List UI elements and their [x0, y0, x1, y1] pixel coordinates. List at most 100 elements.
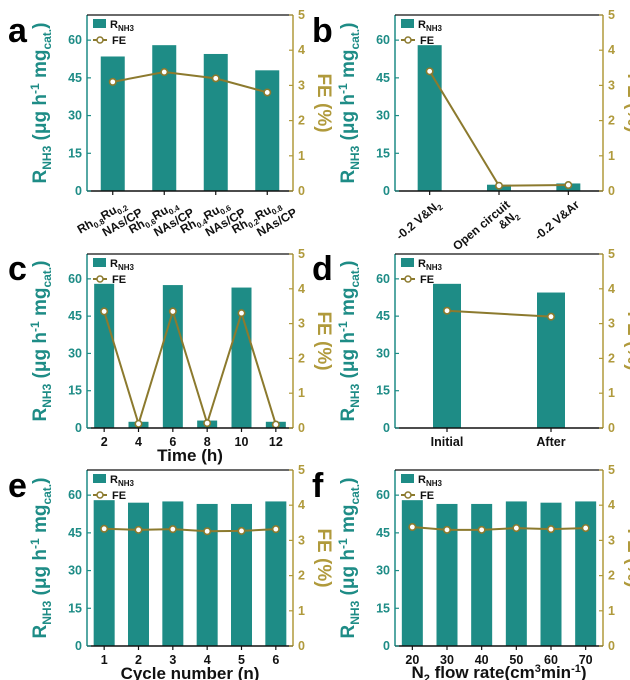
right-tick-label-c-1: 1	[298, 386, 305, 400]
legend-text: R	[110, 258, 118, 270]
axis-title-sup: -1	[336, 321, 350, 332]
x-tick-label-c-1: 4	[135, 435, 142, 449]
axis-title-sub: NH3	[348, 145, 362, 169]
left-tick-label-e-3: 45	[68, 526, 82, 540]
legend-bar-label-a: RNH3	[110, 19, 135, 33]
left-tick-label-a-2: 30	[68, 109, 82, 123]
cat-part: Rh	[229, 216, 250, 236]
bar-f-1	[436, 503, 458, 646]
fe-point-e-5	[271, 525, 280, 534]
left-axis-title-e: RNH3 (μg h-1 mgcat.)	[28, 478, 54, 639]
right-axis-title-d: FE (%)	[623, 311, 630, 370]
panel-label-a: a	[8, 12, 28, 50]
x-tick-label-c-3: 8	[204, 435, 211, 449]
legend-line-label-e: FE	[112, 490, 126, 502]
x-tick-label-d-0: Initial	[431, 435, 464, 449]
fe-point-c-2	[168, 307, 177, 316]
x-tick-label-c-2: 6	[169, 435, 176, 449]
cat-part: -0.2 V&Ar	[532, 197, 583, 243]
fe-point-a-3	[263, 88, 272, 97]
panel-label-d: d	[312, 250, 333, 288]
legend-line-label-c: FE	[112, 274, 126, 286]
fe-point-e-3	[203, 527, 212, 536]
bar-c-2	[162, 285, 183, 428]
x-title-part: flow rate(cm	[430, 663, 535, 680]
right-axis-title-a: FE (%)	[313, 73, 334, 132]
axis-title-sub: NH3	[40, 600, 54, 624]
right-axis-title-f: FE (%)	[623, 528, 630, 587]
left-tick-label-c-1: 15	[68, 384, 82, 398]
axis-title-units: (μg h	[30, 549, 51, 601]
fe-point-e-1	[134, 525, 143, 534]
cat-part: Ru	[253, 203, 274, 223]
x-axis-title-e: Cycle number (n)	[121, 664, 260, 680]
legend-line-marker-c	[96, 275, 104, 283]
legend-bar-swatch-b	[401, 19, 414, 28]
legend-bar-label-c: RNH3	[110, 258, 135, 272]
legend-sub: NH3	[118, 263, 135, 272]
right-tick-label-a-2: 2	[298, 114, 305, 128]
x-title-part: min	[541, 663, 571, 680]
x-tick-label-f-1: 30	[440, 653, 454, 667]
right-tick-label-e-4: 4	[298, 498, 305, 512]
bar-a-1	[152, 45, 177, 191]
cat-part: 2	[435, 202, 445, 212]
cat-part: Rh	[178, 216, 199, 236]
fe-point-c-1	[134, 419, 143, 428]
bar-e-4	[231, 503, 252, 646]
cat-part: 2	[513, 212, 523, 222]
bar-e-3	[196, 503, 218, 646]
legend-bar-swatch-d	[401, 258, 414, 267]
panels-group: a015304560012345Rh0.8Ru0.2NAs/CPRh0.6Ru0…	[8, 8, 630, 680]
fe-point-c-5	[271, 420, 280, 429]
legend-text: R	[418, 19, 426, 31]
axis-title-main: R	[30, 407, 51, 421]
legend-bar-swatch-a	[93, 19, 106, 28]
right-tick-label-f-2: 2	[608, 569, 615, 583]
left-tick-label-e-2: 30	[68, 564, 82, 578]
legend-text: R	[418, 474, 426, 486]
cat-part: Rh	[126, 216, 147, 236]
fe-point-a-0	[108, 77, 117, 86]
x-tick-label-c-4: 10	[235, 435, 249, 449]
left-tick-label-d-4: 60	[376, 272, 390, 286]
legend-line-marker-a	[96, 36, 104, 44]
left-axis-title-b: RNH3 (μg h-1 mgcat.)	[336, 23, 362, 184]
right-tick-label-a-4: 4	[298, 43, 305, 57]
left-axis-title-a: RNH3 (μg h-1 mgcat.)	[28, 23, 54, 184]
right-tick-label-c-4: 4	[298, 282, 305, 296]
legend-bar-swatch-e	[93, 474, 106, 483]
right-tick-label-e-2: 2	[298, 569, 305, 583]
x-tick-label-a-0: Rh0.8Ru0.2NAs/CP	[75, 192, 145, 249]
fe-point-f-0	[408, 523, 417, 532]
x-tick-label-e-1: 2	[135, 653, 142, 667]
left-tick-label-c-2: 30	[68, 346, 82, 360]
bar-e-5	[265, 501, 287, 646]
left-tick-label-f-4: 60	[376, 488, 390, 502]
axis-title-main: R	[338, 624, 359, 638]
legend-sub: NH3	[426, 24, 443, 33]
right-tick-label-c-3: 3	[298, 317, 305, 331]
panel-label-f: f	[312, 467, 324, 505]
fe-point-b-2	[564, 181, 573, 190]
axis-title-main: R	[30, 169, 51, 183]
panel-a: a015304560012345Rh0.8Ru0.2NAs/CPRh0.6Ru0…	[8, 8, 334, 249]
right-tick-label-b-5: 5	[608, 8, 615, 22]
fe-point-e-2	[168, 525, 177, 534]
fe-line-f	[412, 526, 586, 531]
legend-line-marker-b	[404, 36, 412, 44]
fe-point-b-1	[494, 181, 503, 190]
legend-line-marker-d	[404, 275, 412, 283]
legend-bar-label-f: RNH3	[418, 474, 443, 488]
bar-f-4	[540, 502, 562, 646]
cat-part: Ru	[98, 203, 119, 223]
axis-title-sup: -1	[336, 538, 350, 549]
axis-title-units: )	[338, 261, 359, 267]
left-tick-label-d-3: 45	[376, 309, 390, 323]
axis-title-units: )	[338, 478, 359, 484]
fe-point-f-3	[512, 524, 521, 533]
right-tick-label-b-0: 0	[608, 184, 615, 198]
right-tick-label-d-0: 0	[608, 421, 615, 435]
cat-part: Rh	[75, 216, 96, 236]
